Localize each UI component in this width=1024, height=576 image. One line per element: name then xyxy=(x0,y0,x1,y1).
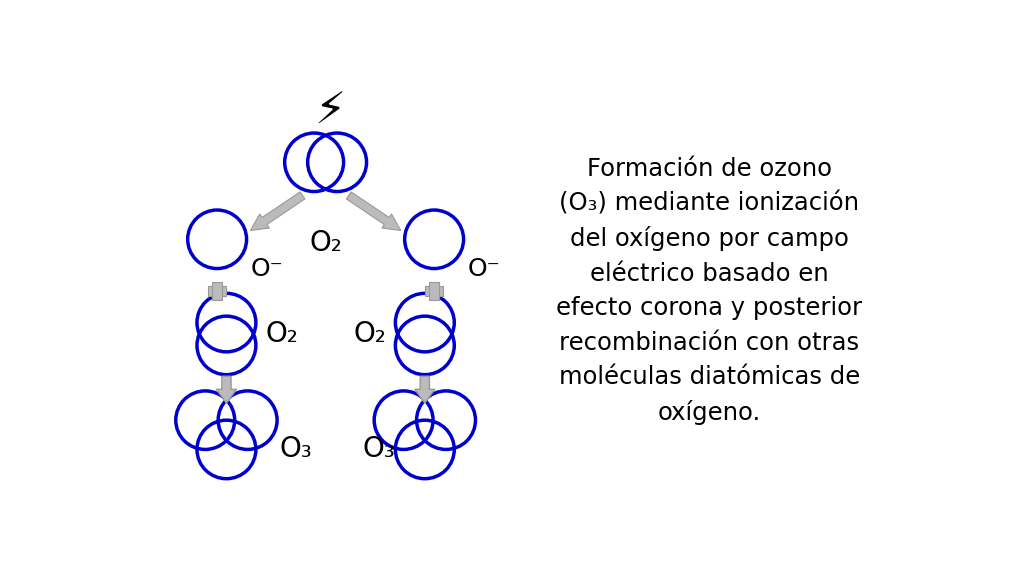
Text: Formación de ozono
(O₃) mediante ionización
del oxígeno por campo
eléctrico basa: Formación de ozono (O₃) mediante ionizac… xyxy=(556,157,862,425)
FancyBboxPatch shape xyxy=(212,282,222,300)
Text: ⚡: ⚡ xyxy=(314,90,345,133)
Text: O₃: O₃ xyxy=(280,435,312,464)
Polygon shape xyxy=(251,192,305,230)
FancyBboxPatch shape xyxy=(429,282,438,300)
Polygon shape xyxy=(346,192,400,230)
Text: O₂: O₂ xyxy=(265,320,298,348)
FancyBboxPatch shape xyxy=(208,286,226,295)
Polygon shape xyxy=(415,376,435,403)
Text: O⁻: O⁻ xyxy=(251,256,284,281)
Text: O⁻: O⁻ xyxy=(467,256,500,281)
FancyBboxPatch shape xyxy=(425,286,443,295)
Polygon shape xyxy=(216,376,237,403)
Text: O₂: O₂ xyxy=(353,320,386,348)
Text: O₂: O₂ xyxy=(309,229,342,257)
Text: O₃: O₃ xyxy=(362,435,395,464)
